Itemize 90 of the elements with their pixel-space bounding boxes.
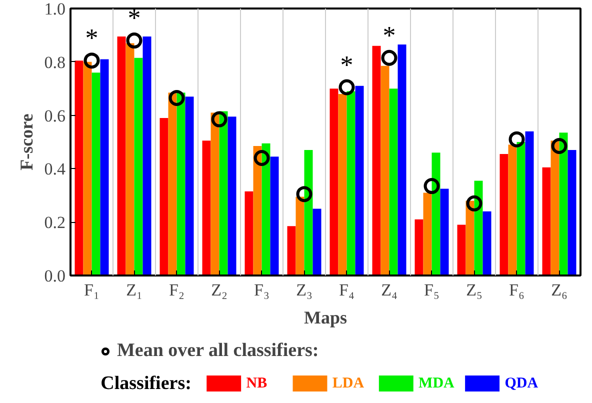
bar (100, 59, 109, 276)
legend-label: LDA (332, 376, 364, 392)
x-tick-label: Z₁ (126, 280, 142, 300)
bar (219, 111, 228, 276)
bar (568, 150, 576, 276)
legend-label: Mean over all classifiers: (117, 340, 319, 362)
x-tick-label: F₁ (84, 280, 100, 300)
bar (117, 36, 126, 276)
legend-label: QDA (504, 376, 538, 392)
bar (210, 112, 220, 276)
x-tick-label: Z₃ (296, 280, 312, 300)
bar (372, 46, 381, 276)
bar (312, 208, 322, 276)
annotation: * (340, 50, 354, 80)
x-axis-title: Maps (304, 308, 348, 328)
x-tick-label: F₂ (169, 280, 184, 300)
bar (414, 219, 424, 276)
bar (134, 58, 143, 276)
point (424, 178, 440, 194)
point (211, 111, 228, 128)
bar (355, 86, 364, 276)
bar (550, 140, 560, 276)
bar (330, 88, 338, 276)
bar (228, 116, 236, 276)
y-tick-label: 0.4 (44, 160, 66, 179)
bar (168, 92, 177, 276)
bar (244, 191, 254, 276)
bar (432, 152, 440, 276)
bar (83, 62, 92, 276)
bar (160, 118, 168, 276)
bar (482, 211, 492, 276)
bar (457, 224, 466, 276)
bar (525, 131, 534, 276)
legend-title: Classifiers: (100, 373, 192, 394)
x-tick-label: Z₆ (551, 280, 568, 300)
bar (126, 43, 134, 276)
x-tick-label: Z₄ (381, 280, 398, 300)
bar (202, 140, 211, 276)
y-tick-label: 0.8 (44, 52, 66, 72)
y-axis-title: F-score (16, 114, 36, 170)
x-tick-label: F₅ (424, 280, 440, 300)
bar (287, 226, 296, 276)
point (338, 79, 355, 96)
point (254, 150, 270, 166)
bar (185, 96, 194, 276)
bar (92, 72, 100, 276)
y-tick-label: 0.2 (44, 213, 66, 232)
y-tick-label: 0.6 (44, 106, 66, 126)
bar (338, 94, 347, 276)
point (84, 52, 100, 69)
y-tick-label: 0.0 (44, 266, 66, 286)
bar (253, 146, 262, 276)
bar (270, 156, 279, 276)
point (466, 195, 482, 212)
bar (559, 132, 568, 276)
bar (74, 60, 84, 276)
bar (380, 66, 390, 276)
bar (176, 92, 186, 276)
annotation: * (85, 24, 98, 53)
bar (516, 142, 526, 276)
bar (398, 44, 406, 276)
x-tick-label: F₄ (339, 280, 355, 300)
bar (542, 167, 551, 276)
point (168, 90, 185, 106)
bar (142, 36, 152, 276)
bar (262, 143, 270, 276)
bar (346, 91, 356, 276)
point (381, 50, 398, 66)
point (508, 131, 525, 148)
point (551, 138, 568, 154)
bar (466, 200, 474, 276)
bar (296, 196, 304, 276)
point (126, 32, 142, 49)
bar (423, 192, 432, 276)
x-tick-label: F₃ (254, 280, 270, 300)
x-tick-label: Z₂ (211, 280, 228, 300)
bar (500, 154, 508, 276)
x-tick-label: F₆ (509, 280, 525, 300)
x-tick-label: Z₅ (466, 280, 482, 300)
bar (440, 188, 449, 276)
legend-label: NB (246, 376, 268, 392)
bar (508, 144, 517, 276)
point (296, 186, 312, 202)
annotation: * (128, 4, 141, 33)
y-tick-label: 1.0 (44, 0, 66, 18)
annotation: * (382, 20, 396, 50)
bar (474, 180, 483, 276)
bar (389, 88, 398, 276)
legend-label: MDA (418, 376, 455, 392)
bar (304, 150, 313, 276)
